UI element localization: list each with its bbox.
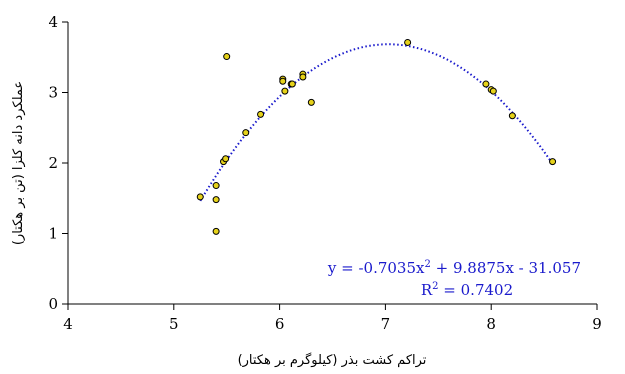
x-tick-label: 9 [592, 315, 602, 333]
data-point [242, 129, 250, 137]
data-point [212, 182, 220, 190]
x-tick-label: 8 [486, 315, 496, 333]
x-tick-label: 4 [63, 315, 73, 333]
data-point [281, 87, 289, 95]
y-tick-label: 0 [48, 295, 58, 313]
trendline-group [199, 43, 554, 202]
r-squared-label: R2 = 0.7402 [421, 281, 513, 299]
data-point [482, 80, 490, 88]
data-points [196, 38, 557, 235]
data-point [307, 98, 315, 106]
data-point [257, 110, 265, 118]
y-tick-label: 1 [48, 225, 58, 243]
x-tick-label: 5 [169, 315, 179, 333]
x-axis-title: تراکم کشت بذر (کیلوگرم بر هکتار) [238, 352, 427, 368]
y-tick-label: 4 [48, 13, 58, 31]
data-point [212, 196, 220, 204]
axis-ticks: 4 5 6 7 8 9 0 1 2 3 4 [48, 13, 601, 333]
data-point [508, 112, 516, 120]
data-point [279, 77, 287, 85]
x-tick-label: 6 [275, 315, 285, 333]
data-point [196, 193, 204, 201]
y-axis-title: عملکرد دانه کلزا (تن بر هکتار) [11, 81, 26, 245]
data-point [299, 73, 307, 81]
data-point [404, 38, 412, 46]
x-tick-label: 7 [381, 315, 391, 333]
data-point [222, 155, 230, 163]
data-point [489, 87, 497, 95]
y-tick-label: 3 [48, 84, 58, 102]
polynomial-trendline [199, 43, 554, 202]
y-tick-label: 2 [48, 154, 58, 172]
data-point [288, 80, 296, 88]
data-point [212, 227, 220, 235]
data-point [549, 158, 557, 166]
trendline-equation: y = -0.7035x2 + 9.8875x - 31.057 [327, 259, 581, 277]
data-point [223, 53, 231, 61]
